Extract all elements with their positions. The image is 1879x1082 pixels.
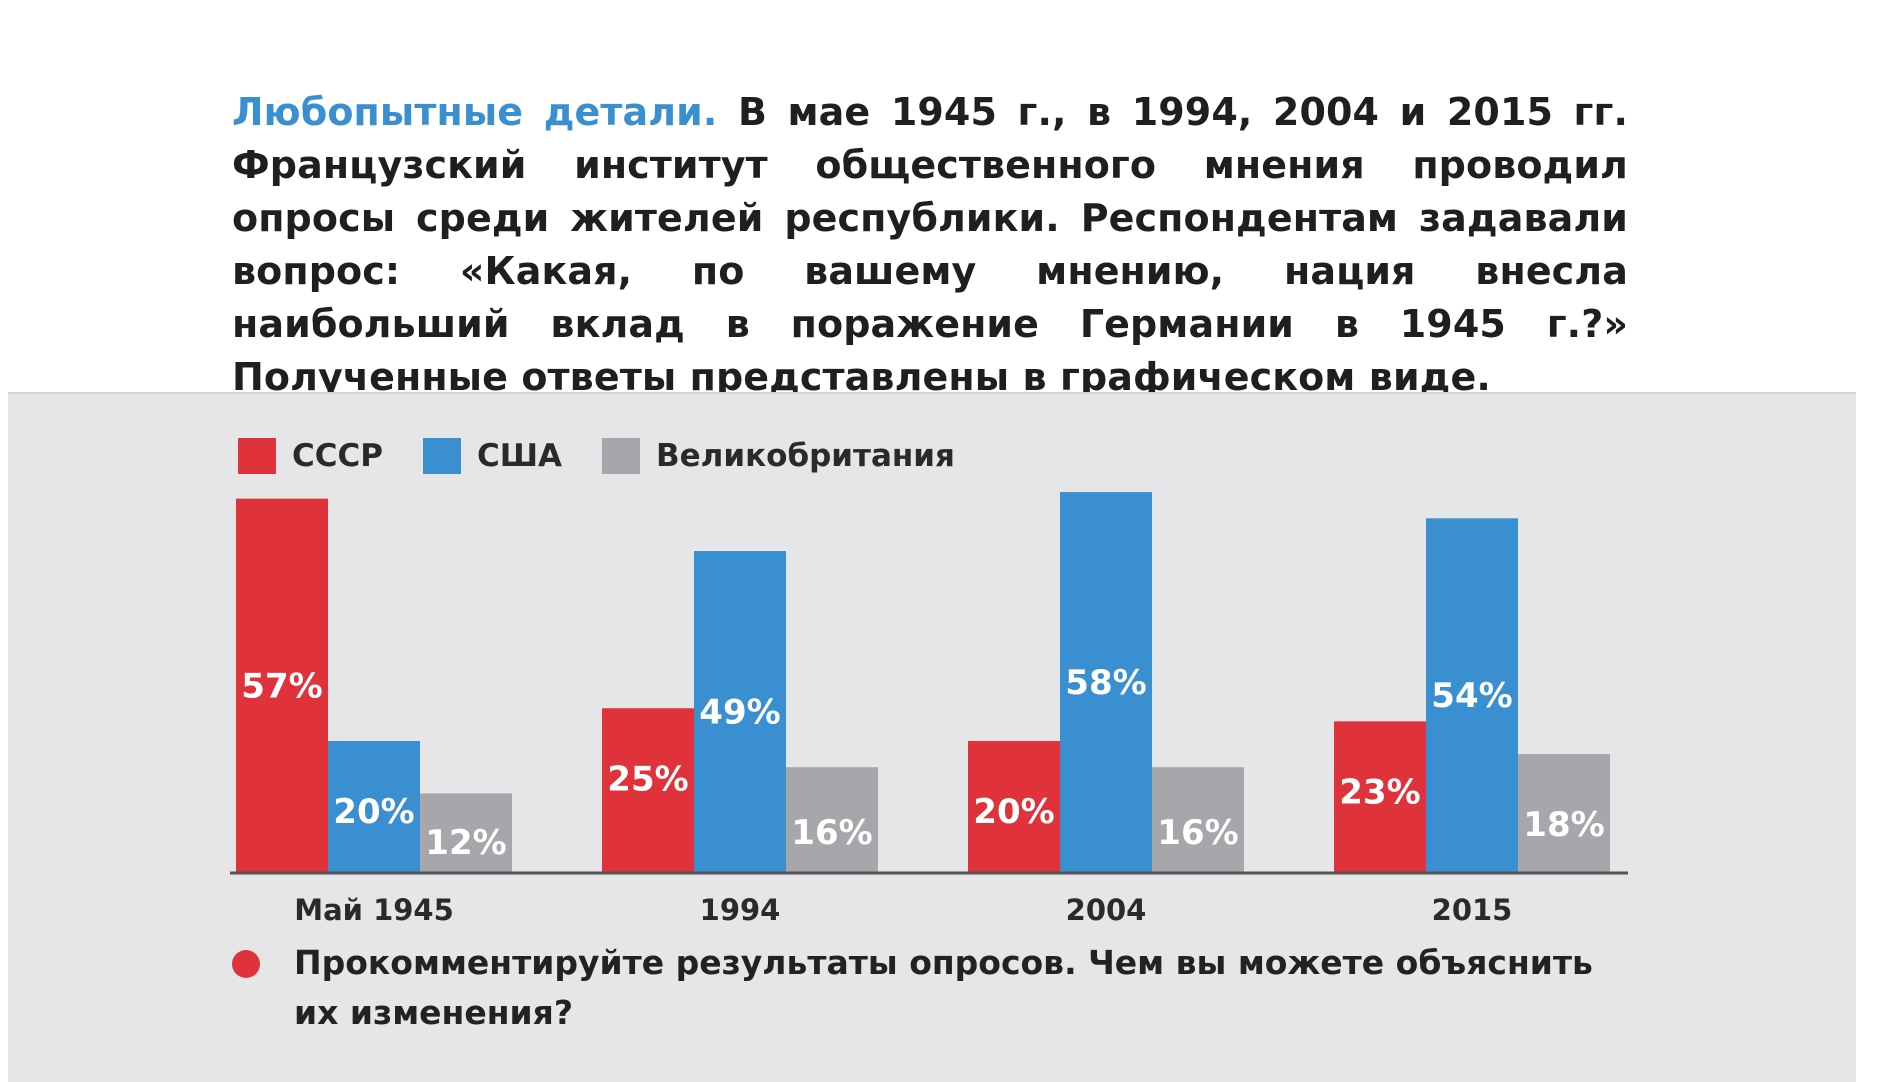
data-label-usa-2015: 54% — [1431, 676, 1512, 716]
bar-ussr-2004 — [968, 741, 1060, 872]
question-block: Прокомментируйте результаты опросов. Чем… — [232, 938, 1632, 1038]
bar-usa-2004 — [1060, 492, 1152, 872]
x-tick-label-2015: 2015 — [1432, 893, 1513, 927]
bar-uk-2015 — [1518, 754, 1610, 872]
data-label-uk-may-1945: 12% — [425, 823, 506, 863]
legend-swatch-uk — [602, 438, 641, 474]
bar-uk-may-1945 — [420, 793, 512, 872]
x-tick-label-may-1945: Май 1945 — [294, 893, 454, 927]
legend-label-usa: США — [476, 438, 563, 474]
bar-usa-may-1945 — [328, 741, 420, 872]
legend-item-ussr: СССР — [238, 438, 383, 474]
intro-text: В мае 1945 г., в 1994, 2004 и 2015 гг. Ф… — [232, 90, 1628, 399]
legend-swatch-usa — [422, 438, 461, 474]
bar-ussr-may-1945 — [236, 498, 328, 872]
data-label-uk-1994: 16% — [791, 813, 872, 853]
bullet-dot-icon — [232, 950, 260, 978]
data-label-ussr-2004: 20% — [973, 792, 1054, 832]
data-label-usa-2004: 58% — [1065, 663, 1146, 703]
data-label-usa-may-1945: 20% — [333, 792, 414, 832]
intro-paragraph: Любопытные детали. В мае 1945 г., в 1994… — [232, 86, 1628, 404]
chart-panel: 57% 20% 12% Май 1945 25% 49% 16% 1994 20% 58% 16% 2… — [8, 392, 1856, 1082]
bar-uk-2004 — [1152, 767, 1244, 872]
chart-legend: СССР США Великобритания — [238, 434, 955, 478]
legend-label-uk: Великобритания — [656, 438, 955, 474]
data-label-uk-2015: 18% — [1523, 805, 1604, 845]
intro-lead: Любопытные детали. — [232, 90, 718, 134]
bar-group-1994: 25% 49% 16% 1994 — [602, 551, 878, 927]
data-label-ussr-1994: 25% — [607, 759, 688, 799]
data-label-ussr-may-1945: 57% — [241, 666, 322, 706]
legend-item-usa: США — [422, 438, 563, 474]
legend-swatch-ussr — [238, 438, 276, 474]
bar-group-2004: 20% 58% 16% 2004 — [968, 492, 1244, 927]
x-tick-label-1994: 1994 — [700, 893, 781, 927]
bar-ussr-1994 — [602, 708, 694, 872]
bar-group-may-1945: 57% 20% 12% Май 1945 — [236, 498, 512, 927]
bar-usa-1994 — [694, 551, 786, 872]
data-label-uk-2004: 16% — [1157, 813, 1238, 853]
bar-group-2015: 23% 54% 18% 2015 — [1334, 518, 1610, 927]
legend-label-ussr: СССР — [292, 438, 383, 474]
legend-item-uk: Великобритания — [602, 438, 955, 474]
bar-usa-2015 — [1426, 518, 1518, 872]
data-label-usa-1994: 49% — [699, 693, 780, 733]
bar-uk-1994 — [786, 767, 878, 872]
bar-ussr-2015 — [1334, 721, 1426, 872]
text-section: Любопытные детали. В мае 1945 г., в 1994… — [0, 0, 1879, 399]
x-tick-label-2004: 2004 — [1066, 893, 1147, 927]
data-label-ussr-2015: 23% — [1339, 772, 1420, 812]
question-text: Прокомментируйте результаты опросов. Чем… — [294, 943, 1593, 1032]
bar-chart: 57%20%12%Май 194525%49%16%199420%58%16%2… — [230, 492, 1628, 927]
